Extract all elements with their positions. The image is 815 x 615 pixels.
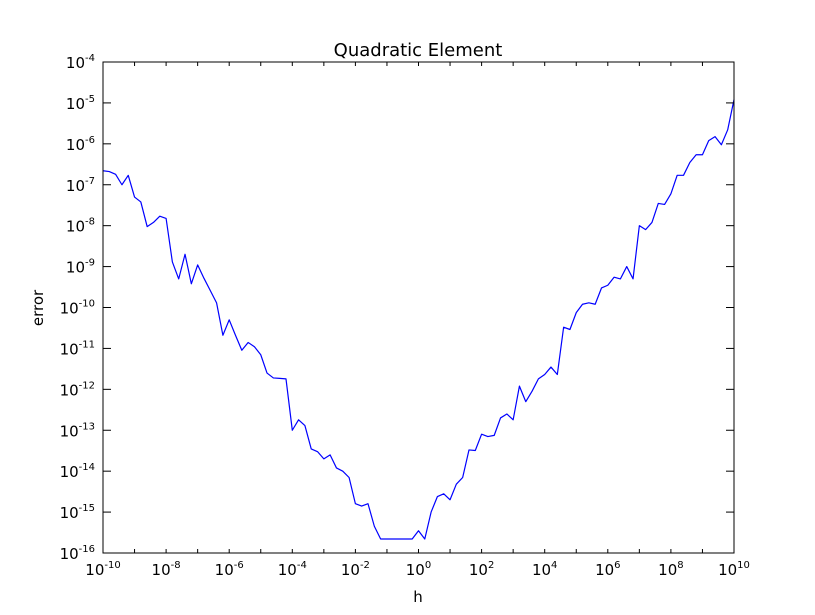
y-tick-label: 10-4 [66,53,95,72]
x-tick-label: 10-10 [85,560,120,579]
x-tick-label: 104 [532,560,557,579]
x-axis: 10-10 10-8 10-6 10-4 10-2 100 102 104 106 108 1010 [85,62,750,579]
y-tick-label: 10-7 [66,176,95,195]
y-tick-label: 10-9 [66,258,95,277]
y-axis-title: error [29,289,47,326]
chart-title: Quadratic Element [334,40,503,61]
y-tick-label: 10-16 [60,544,95,563]
x-tick-label: 106 [595,560,620,579]
y-tick-label: 10-11 [60,339,95,358]
x-tick-label: 10-8 [152,560,181,579]
y-tick-label: 10-12 [60,380,95,399]
y-tick-label: 10-14 [60,462,95,481]
series-line-0 [102,99,735,540]
x-tick-label: 10-4 [278,560,307,579]
x-tick-label: 10-2 [341,560,370,579]
x-tick-label: 108 [658,560,683,579]
y-tick-label: 10-13 [60,421,95,440]
x-tick-label: 100 [406,560,431,579]
x-tick-label: 1010 [718,560,750,579]
y-axis: 10-16 10-15 10-14 10-13 10-12 10-11 10-10 10-9 1… [60,53,734,563]
y-tick-label: 10-15 [60,503,95,522]
x-tick-label: 102 [469,560,494,579]
y-tick-label: 10-8 [66,217,95,236]
y-tick-label: 10-10 [60,299,95,318]
x-tick-label: 10-6 [215,560,244,579]
x-axis-title: h [413,588,423,606]
y-tick-label: 10-6 [66,135,95,154]
y-tick-label: 10-5 [66,94,95,113]
